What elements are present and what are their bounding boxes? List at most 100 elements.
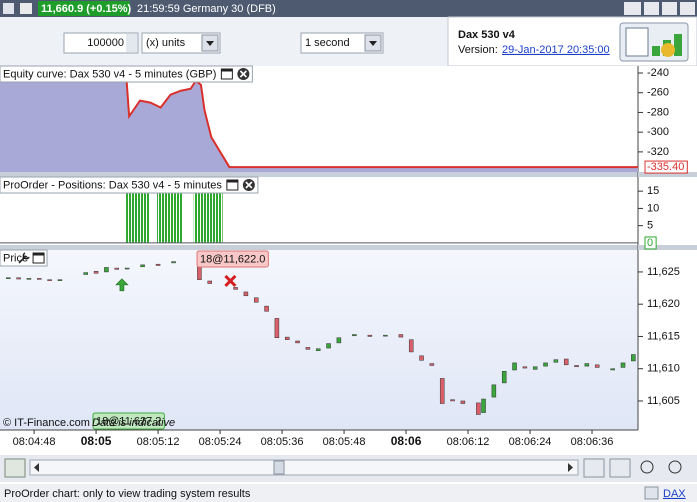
candle-body [155, 263, 161, 266]
equity-area [0, 66, 638, 172]
y-tick-label: 11,605 [647, 395, 680, 407]
units-select[interactable] [141, 32, 221, 54]
x-tick-label: 08:05:12 [137, 436, 180, 448]
y-tick-label: -300 [647, 126, 669, 138]
y-tick-label: 11,620 [647, 298, 680, 310]
last-value-label: 0 [647, 237, 653, 249]
y-tick-label: 11,610 [647, 363, 680, 375]
candle-body [124, 267, 130, 270]
candle-body [326, 343, 331, 349]
zoom-out-button[interactable] [640, 460, 654, 474]
y-tick-label: -280 [647, 106, 669, 118]
candle-body [367, 334, 373, 337]
credits: © IT-Finance.com [3, 417, 90, 429]
y-tick-label: 11,625 [647, 266, 680, 278]
candle-body [501, 371, 507, 384]
maximize-button[interactable] [662, 2, 677, 15]
candle-body [47, 279, 52, 281]
candle-body [512, 362, 517, 371]
scroll-left[interactable] [34, 463, 39, 472]
candle-body [253, 297, 259, 303]
candle-body [26, 278, 32, 280]
candle-body [284, 336, 290, 340]
quantity: 100000 [87, 37, 124, 49]
instrument-icon[interactable] [20, 3, 32, 14]
candle-body [419, 355, 424, 361]
candle-body [233, 287, 238, 290]
candle-body [295, 340, 300, 344]
y-tick-label: 15 [647, 185, 659, 197]
candle-body [37, 278, 42, 280]
y-tick-label: 10 [647, 202, 659, 214]
y-tick-label: 11,615 [647, 330, 680, 342]
candle-body [140, 264, 145, 268]
candle-body [83, 272, 89, 275]
version-label: Version: [458, 44, 498, 56]
interval-select[interactable] [300, 32, 384, 54]
x-tick-label: 08:06:36 [571, 436, 614, 448]
candle-body [543, 362, 548, 367]
version-link[interactable]: 29-Jan-2017 20:35:00 [502, 44, 610, 56]
menu-icon[interactable] [3, 3, 14, 14]
equity-line [124, 66, 638, 169]
y-tick-label: 5 [647, 220, 653, 232]
tool-button[interactable] [583, 458, 605, 478]
panel-header [0, 65, 253, 83]
x-tick-label: 08:06 [391, 434, 422, 448]
instrument-icon[interactable] [644, 486, 659, 500]
candle-body [6, 277, 11, 279]
autoscroll-button[interactable] [4, 458, 26, 478]
spinner[interactable] [126, 34, 137, 52]
scroll-thumb[interactable] [273, 460, 285, 475]
sell-marker [224, 274, 237, 288]
candle-body [383, 334, 388, 337]
window-icon-bar [221, 69, 233, 72]
system-name: Dax 530 v4 [458, 29, 516, 41]
separator [0, 245, 697, 250]
candle-body [563, 358, 569, 366]
last-price: 11,660.9 (+0.15%) [41, 3, 132, 15]
close-icon-x [239, 70, 247, 78]
panel-header [0, 176, 259, 194]
separator [638, 245, 697, 250]
minimize-button[interactable] [644, 2, 659, 15]
status-bar [0, 484, 697, 502]
scrollbar[interactable] [29, 459, 579, 476]
x-tick-label: 08:06:12 [447, 436, 490, 448]
candle-body [522, 366, 528, 369]
scroll-right[interactable] [568, 463, 573, 472]
candle-body [429, 363, 435, 366]
window-icon-bar [33, 253, 45, 256]
candle-body [315, 348, 321, 351]
x-tick-label: 08:04:48 [13, 436, 56, 448]
last-value-tag [644, 160, 688, 174]
candle-body [408, 339, 414, 353]
candle-body [491, 384, 497, 398]
zoom-in-button[interactable] [668, 460, 682, 474]
time-instrument: 21:59:59 Germany 30 (DFB) [137, 3, 276, 15]
quantity-input[interactable] [63, 32, 139, 54]
keyboard-button[interactable] [624, 2, 641, 15]
candle-body [574, 365, 579, 368]
instrument-link[interactable]: DAX [663, 488, 686, 500]
system-icon [619, 22, 689, 62]
candle-body [171, 261, 176, 264]
candle-body [93, 271, 99, 274]
price-plot: 18@11,622.0 18@11,627.2 © IT-Finance.com Da… [3, 250, 636, 430]
close-button[interactable] [680, 2, 695, 15]
candle-body [476, 402, 481, 415]
x-tick-label: 08:05:48 [323, 436, 366, 448]
separator [0, 172, 697, 177]
x-tick-label: 08:05:24 [199, 436, 242, 448]
units: (x) units [146, 37, 186, 49]
x-tick-label: 08:05:36 [261, 436, 304, 448]
candle-body [352, 334, 357, 337]
candle-body [594, 364, 600, 368]
zoom-select-button[interactable] [609, 458, 631, 478]
y-tick-label: -320 [647, 146, 669, 158]
panel-title: Equity curve: Dax 530 v4 - 5 minutes (GB… [3, 68, 216, 80]
settings-icon[interactable] [18, 252, 30, 264]
candle-body [243, 291, 249, 297]
candle-body [481, 398, 486, 413]
